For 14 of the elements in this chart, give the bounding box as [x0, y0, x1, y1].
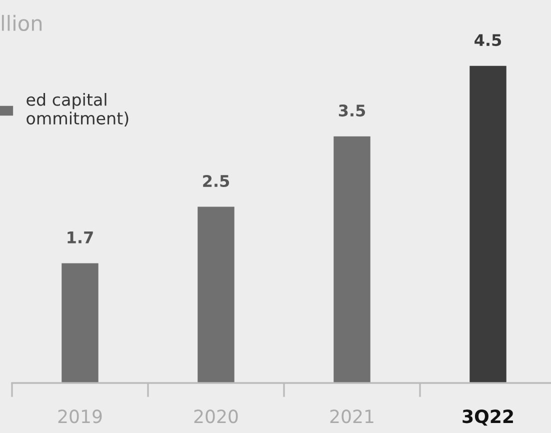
- chart-title: llion: [2, 14, 42, 32]
- x-tick-label: 3Q22: [462, 410, 513, 426]
- x-tick-label: 2021: [330, 410, 374, 424]
- bar: [198, 206, 234, 383]
- data-label: 3.5: [338, 104, 366, 117]
- x-tick-label: 2019: [58, 410, 102, 424]
- bar: [470, 66, 506, 383]
- data-label: 1.7: [68, 232, 93, 244]
- legend-label: ed capital ommitment): [26, 93, 128, 127]
- bar: [62, 263, 98, 383]
- data-label: 4.5: [474, 34, 502, 46]
- x-tick-label: 2020: [194, 410, 238, 424]
- bar: [334, 136, 370, 383]
- data-label: 2.5: [203, 174, 230, 188]
